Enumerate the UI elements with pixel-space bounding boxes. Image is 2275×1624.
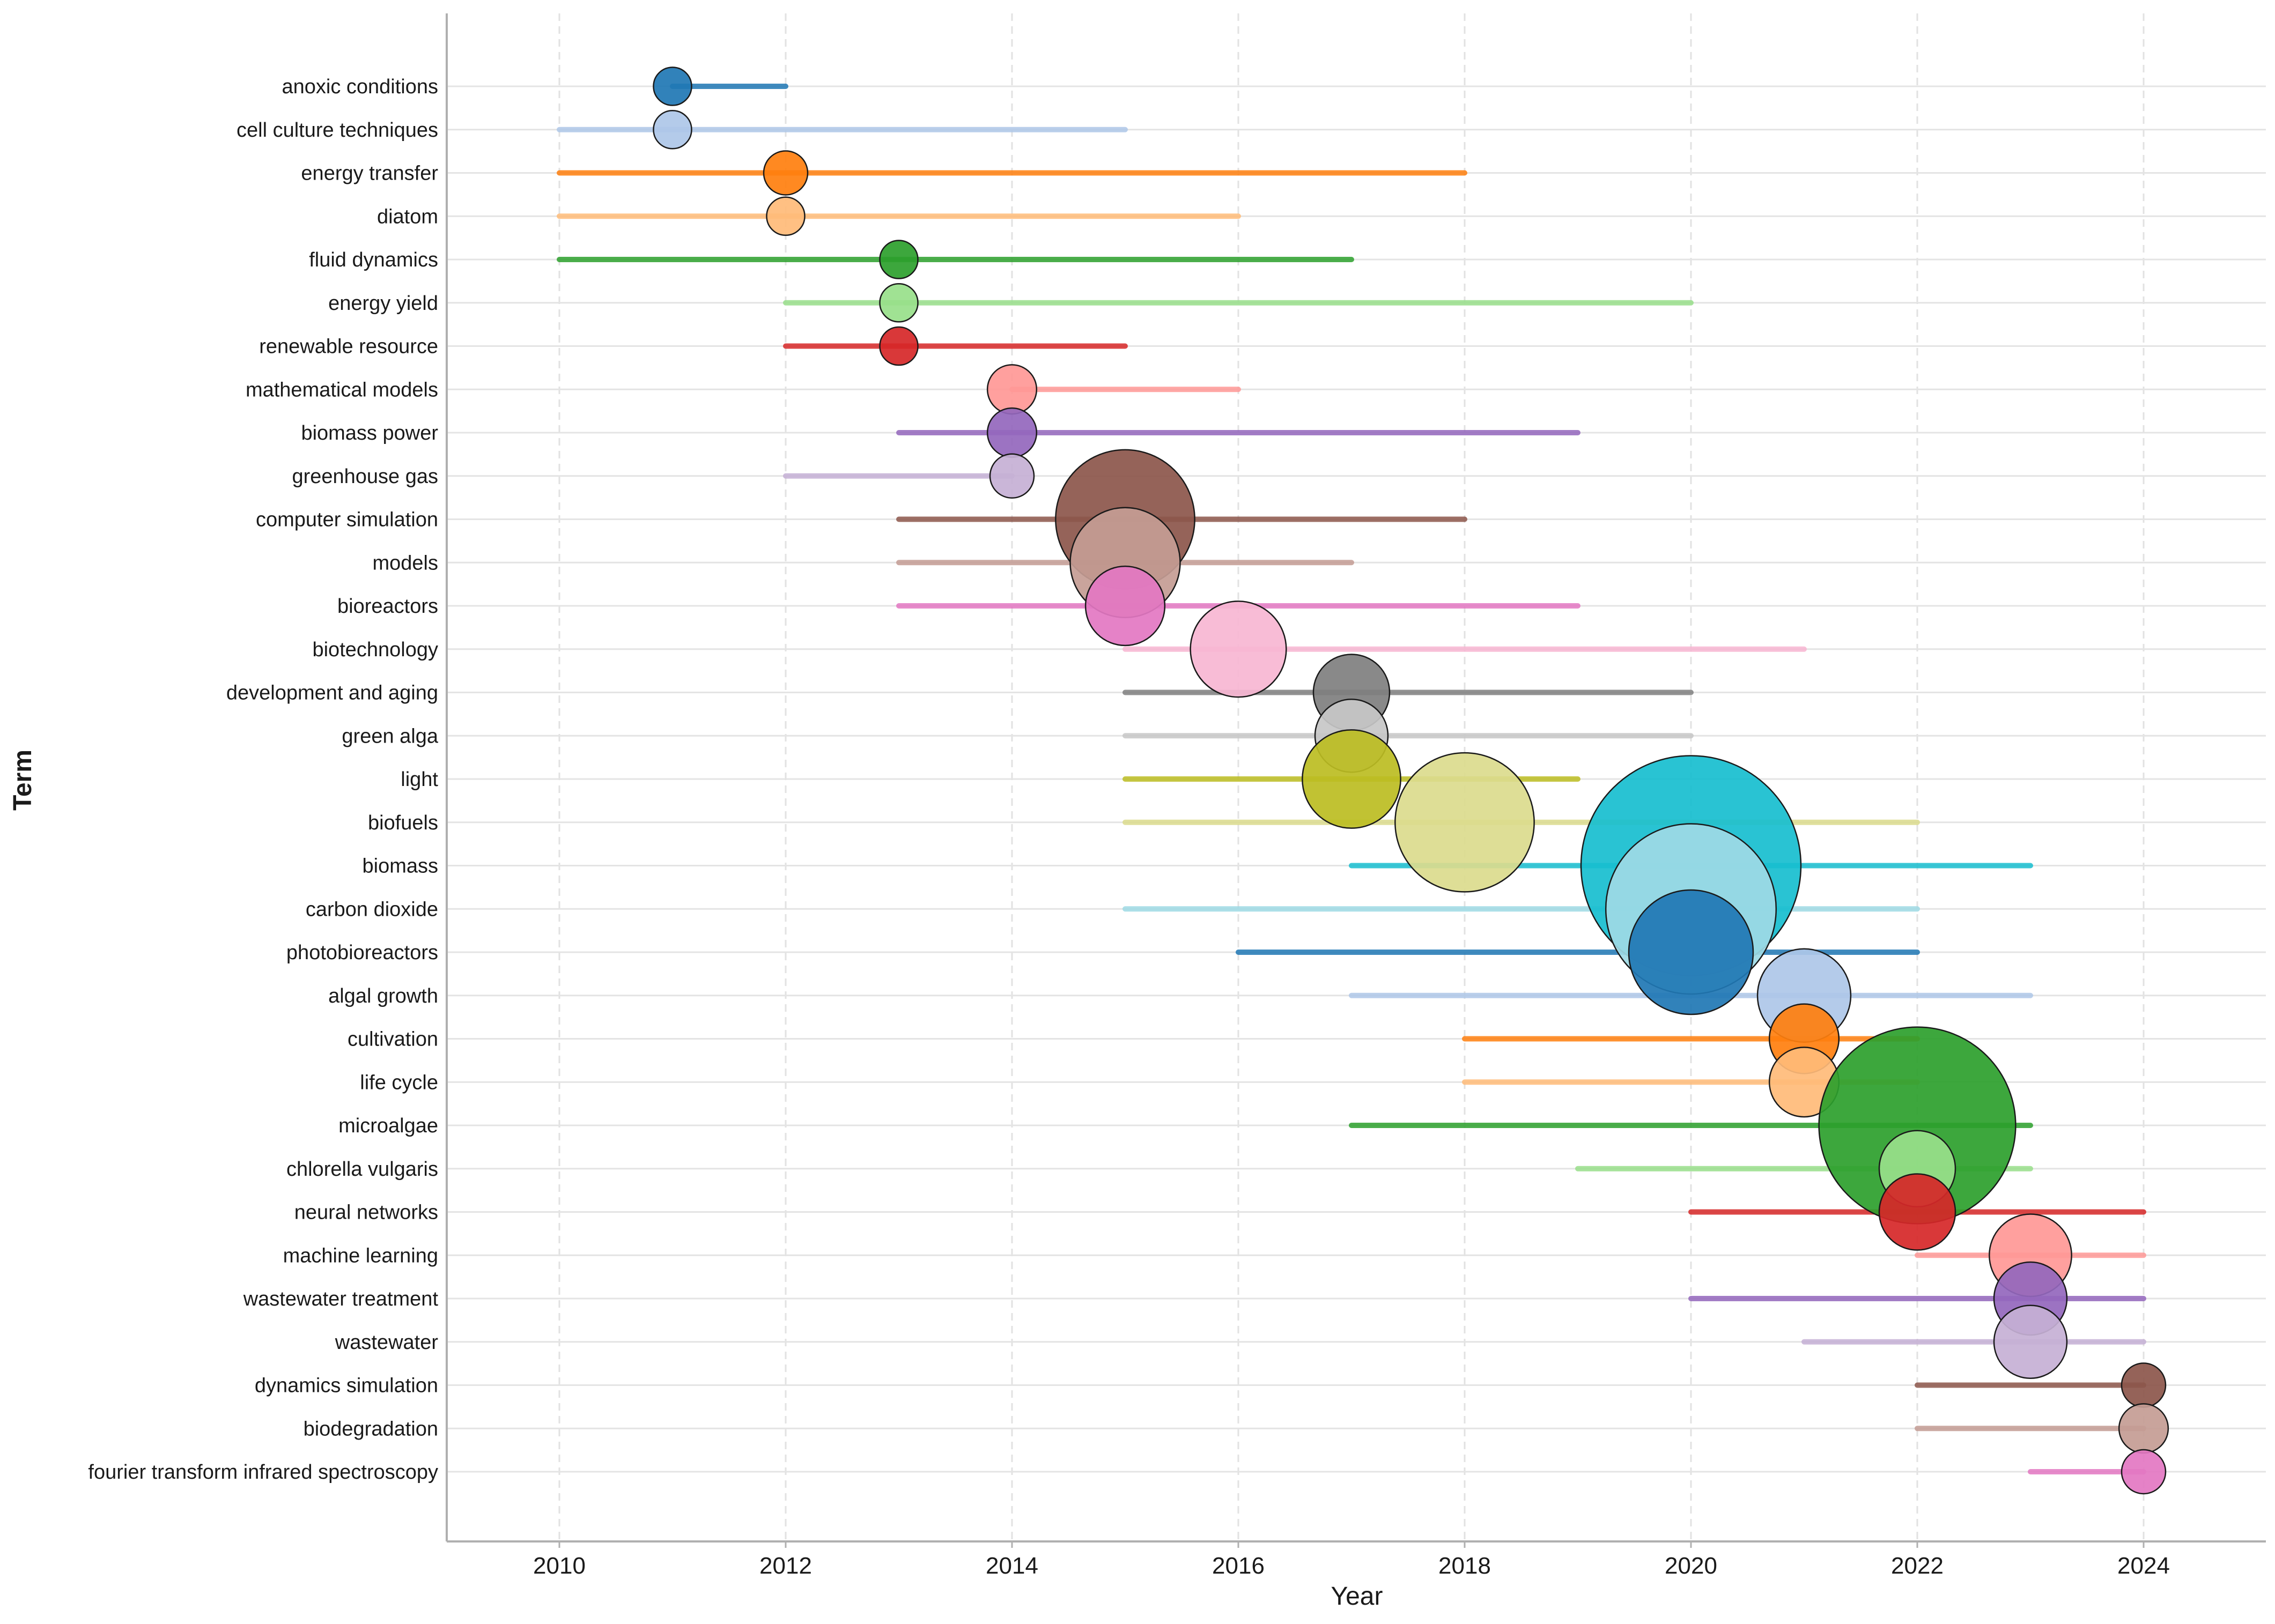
x-tick-label-2010: 2010	[533, 1553, 586, 1579]
term-label: biotechnology	[312, 639, 438, 661]
bubble-cell-culture-techniques	[653, 109, 692, 150]
term-label: development and aging	[226, 682, 438, 705]
term-ranges	[557, 84, 2146, 1474]
bubble-photobioreactors	[1628, 889, 1754, 1015]
term-label: renewable resource	[259, 336, 438, 358]
term-label: wastewater treatment	[243, 1288, 439, 1310]
term-label: biomass power	[301, 422, 438, 444]
term-label: algal growth	[328, 985, 438, 1007]
x-tick-label-2022: 2022	[1891, 1553, 1944, 1579]
term-label: fluid dynamics	[309, 249, 438, 271]
bubble-biodegradation	[2118, 1403, 2169, 1454]
bubble-biotechnology	[1190, 600, 1287, 698]
bubble-anoxic-conditions	[653, 66, 692, 106]
bubble-light	[1302, 729, 1401, 829]
x-tick-label-2016: 2016	[1212, 1553, 1265, 1579]
term-label: fourier transform infrared spectroscopy	[88, 1461, 438, 1484]
term-label: anoxic conditions	[282, 76, 438, 98]
term-label: energy yield	[328, 292, 438, 315]
term-label: computer simulation	[256, 509, 438, 531]
term-label: carbon dioxide	[306, 898, 438, 921]
term-label: chlorella vulgaris	[286, 1158, 438, 1181]
term-label: neural networks	[294, 1202, 438, 1224]
term-bubbles	[653, 66, 2169, 1495]
bubble-neural-networks	[1878, 1173, 1956, 1251]
term-label: photobioreactors	[286, 941, 438, 964]
bubble-biofuels	[1394, 752, 1535, 893]
term-label: cell culture techniques	[237, 119, 438, 142]
bubble-fluid-dynamics	[879, 240, 919, 279]
term-label: biomass	[363, 855, 439, 878]
y-axis-title: Term	[9, 750, 37, 811]
x-axis-title: Year	[1331, 1582, 1383, 1611]
x-tick-label-2012: 2012	[759, 1553, 812, 1579]
bubble-biomass-power	[986, 407, 1038, 458]
term-label: microalgae	[338, 1115, 438, 1137]
x-tick-labels: 2010 2012 2014 2016 2018 2020 2022 2024	[533, 1541, 2170, 1579]
term-label: diatom	[377, 205, 438, 228]
term-label: green alga	[342, 725, 438, 747]
term-label: models	[373, 552, 439, 574]
term-label: biodegradation	[304, 1418, 438, 1440]
bubble-greenhouse-gas	[989, 453, 1035, 499]
term-label: wastewater	[335, 1331, 439, 1354]
bubble-energy-transfer	[763, 150, 809, 196]
term-label: greenhouse gas	[292, 465, 438, 488]
x-tick-label-2018: 2018	[1438, 1553, 1491, 1579]
bubble-diatom	[766, 196, 806, 236]
x-tick-label-2024: 2024	[2117, 1553, 2170, 1579]
term-label: cultivation	[348, 1028, 438, 1051]
bubble-fourier-transform-infrared-spectroscopy	[2121, 1449, 2167, 1495]
term-label: machine learning	[283, 1244, 438, 1267]
term-label: life cycle	[360, 1071, 438, 1094]
x-tick-label-2020: 2020	[1665, 1553, 1717, 1579]
term-label: biofuels	[368, 812, 438, 834]
bubble-dynamics-simulation	[2121, 1362, 2167, 1408]
term-label: light	[401, 768, 438, 791]
term-label: dynamics simulation	[255, 1375, 438, 1397]
bubble-bioreactors	[1084, 565, 1166, 647]
bubble-wastewater	[1993, 1304, 2068, 1379]
term-label: energy transfer	[301, 162, 438, 185]
term-label: mathematical models	[246, 379, 438, 401]
axes	[446, 13, 2266, 1543]
x-tick-label-2014: 2014	[986, 1553, 1038, 1579]
bubble-energy-yield	[879, 283, 919, 323]
bubble-renewable-resource	[879, 326, 919, 366]
term-labels: anoxic conditions cell culture techniques…	[88, 76, 438, 1484]
term-label: bioreactors	[337, 595, 438, 618]
bubble-mathematical-models	[986, 364, 1038, 415]
